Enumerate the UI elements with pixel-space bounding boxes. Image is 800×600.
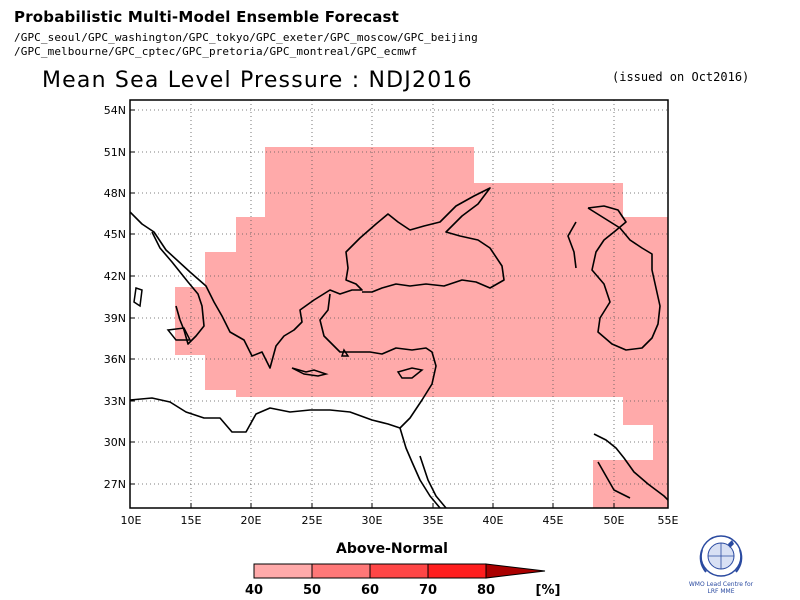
shade-block bbox=[236, 217, 265, 397]
color-bar-arrow bbox=[485, 563, 546, 579]
lon-label: 45E bbox=[543, 514, 564, 527]
coastline-gulf-south bbox=[597, 461, 631, 499]
lat-label: 36N bbox=[104, 353, 126, 366]
color-bar-segment bbox=[369, 563, 429, 579]
shade-block bbox=[175, 287, 205, 355]
lon-label: 30E bbox=[362, 514, 383, 527]
lat-label: 42N bbox=[104, 270, 126, 283]
shade-block bbox=[265, 147, 474, 397]
lon-label: 50E bbox=[604, 514, 625, 527]
wmo-emblem-icon bbox=[699, 535, 743, 577]
map-grid bbox=[130, 100, 668, 508]
issued-date: (issued on Oct2016) bbox=[612, 70, 750, 84]
header-title: Probabilistic Multi-Model Ensemble Forec… bbox=[14, 8, 400, 26]
lon-label: 40E bbox=[483, 514, 504, 527]
color-bar-tick: 60 bbox=[361, 583, 379, 598]
lat-label: 54N bbox=[104, 104, 126, 117]
island-rhodes bbox=[340, 348, 350, 357]
logo-caption: WMO Lead Centre for LRF MME bbox=[688, 581, 754, 595]
axis-ticks bbox=[130, 109, 615, 508]
coastline-balkans-italy bbox=[130, 187, 505, 369]
color-bar-segment bbox=[311, 563, 371, 579]
color-bar-tick: 50 bbox=[303, 583, 321, 598]
lat-label: 48N bbox=[104, 187, 126, 200]
color-bar bbox=[253, 563, 546, 579]
lat-label: 33N bbox=[104, 395, 126, 408]
lon-label: 35E bbox=[423, 514, 444, 527]
color-bar-tick: 40 bbox=[245, 583, 263, 598]
color-bar-ticks: 40 50 60 70 80 [%] bbox=[245, 583, 561, 598]
map-title: Mean Sea Level Pressure : NDJ2016 bbox=[42, 68, 473, 93]
color-bar-segment bbox=[427, 563, 487, 579]
island-cyprus bbox=[396, 367, 424, 379]
color-bar-segment bbox=[253, 563, 313, 579]
color-bar-unit: [%] bbox=[536, 583, 561, 598]
longitude-labels: 10E 15E 20E 25E 30E 35E 40E 45E 50E 55E bbox=[121, 514, 679, 527]
island-sardinia bbox=[133, 287, 143, 308]
gpc-list-line-1: /GPC_seoul/GPC_washington/GPC_tokyo/GPC_… bbox=[14, 31, 478, 44]
islands bbox=[133, 287, 424, 379]
plot-frame bbox=[129, 99, 669, 509]
coastline-north-africa bbox=[130, 397, 401, 433]
lon-label: 10E bbox=[121, 514, 142, 527]
shade-block bbox=[623, 217, 668, 425]
coastline-caspian-west bbox=[567, 221, 577, 269]
island-crete bbox=[291, 367, 329, 377]
lon-label: 25E bbox=[302, 514, 323, 527]
coastline-caspian bbox=[587, 205, 661, 351]
color-bar-tick: 80 bbox=[477, 583, 495, 598]
gpc-list-line-2: /GPC_melbourne/GPC_cptec/GPC_pretoria/GP… bbox=[14, 45, 418, 58]
latitude-labels: 54N 51N 48N 45N 42N 39N 36N 33N 30N 27N bbox=[104, 104, 126, 491]
lat-label: 27N bbox=[104, 478, 126, 491]
lat-label: 45N bbox=[104, 228, 126, 241]
lat-label: 51N bbox=[104, 146, 126, 159]
legend-title: Above-Normal bbox=[336, 541, 448, 557]
lat-label: 30N bbox=[104, 436, 126, 449]
shade-block bbox=[653, 425, 668, 460]
lon-label: 55E bbox=[658, 514, 679, 527]
coastline-anatolia bbox=[319, 293, 437, 429]
coastlines bbox=[130, 187, 668, 508]
lon-label: 15E bbox=[181, 514, 202, 527]
shade-block bbox=[205, 252, 236, 390]
shade-block bbox=[474, 183, 623, 397]
island-sicily bbox=[166, 327, 192, 341]
above-normal-shading bbox=[175, 147, 668, 508]
coastline-gulf-aqaba bbox=[419, 455, 447, 508]
color-bar-tick: 70 bbox=[419, 583, 437, 598]
coastline-red-sea bbox=[399, 427, 441, 508]
lat-label: 39N bbox=[104, 312, 126, 325]
lon-label: 20E bbox=[241, 514, 262, 527]
coastline-persian-gulf bbox=[593, 433, 668, 501]
